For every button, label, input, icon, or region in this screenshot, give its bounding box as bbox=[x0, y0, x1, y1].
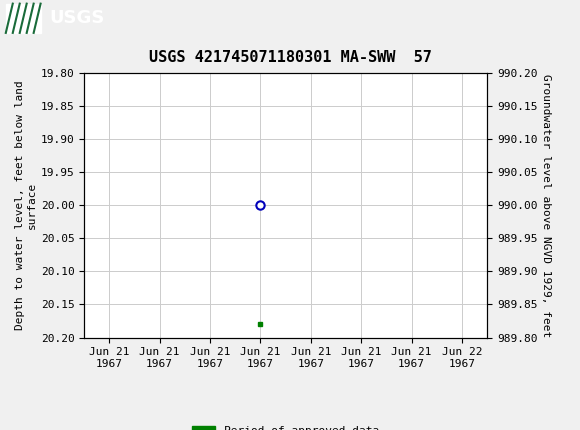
Text: USGS 421745071180301 MA-SWW  57: USGS 421745071180301 MA-SWW 57 bbox=[148, 49, 432, 64]
Y-axis label: Groundwater level above NGVD 1929, feet: Groundwater level above NGVD 1929, feet bbox=[541, 74, 552, 337]
Y-axis label: Depth to water level, feet below land
surface: Depth to water level, feet below land su… bbox=[15, 80, 37, 330]
Bar bbox=[6, 3, 41, 33]
Text: USGS: USGS bbox=[49, 9, 104, 27]
Legend: Period of approved data: Period of approved data bbox=[188, 421, 383, 430]
